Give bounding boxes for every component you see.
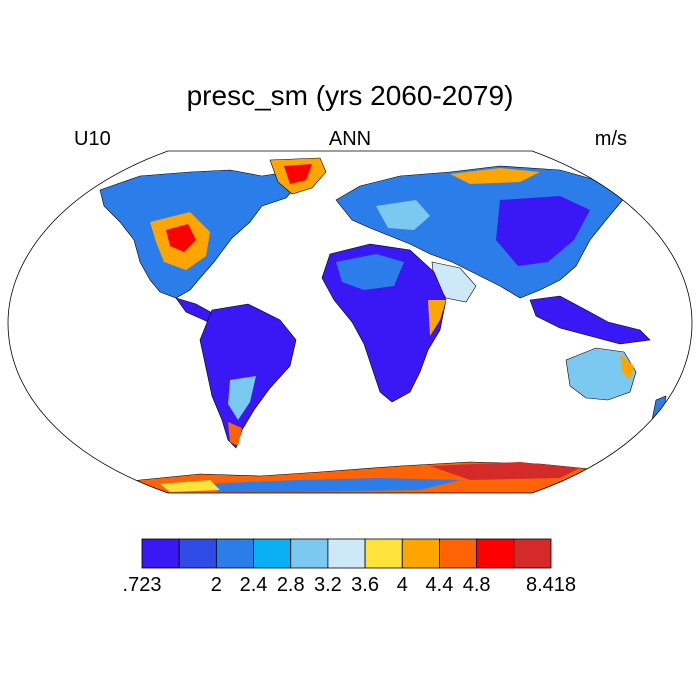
plot-title: presc_sm (yrs 2060-2079) — [186, 80, 514, 111]
australia-region — [565, 347, 637, 401]
colorbar-tick-label: 4 — [396, 574, 408, 596]
south-america-region — [199, 303, 297, 449]
southeast-asia-region — [529, 295, 651, 345]
africa-blue-region — [336, 254, 404, 290]
east-africa-warm-region — [428, 300, 446, 336]
units-label: m/s — [594, 128, 627, 150]
colorbar-swatch — [439, 538, 478, 569]
colorbar-swatch — [178, 538, 217, 569]
asia-dark-region — [496, 196, 590, 266]
south-america-tip-region — [228, 422, 242, 446]
colorbar-tick-label: 4.4 — [425, 574, 454, 596]
arctic-coast-warm-region — [450, 168, 540, 184]
colorbar-swatch — [290, 538, 329, 569]
colorbar-tick-label: 8.418 — [525, 574, 577, 596]
colorbar-tick-label: 3.6 — [351, 574, 379, 596]
season-label: ANN — [328, 128, 372, 150]
colorbar-swatch — [253, 538, 292, 569]
colorbar-swatch — [364, 538, 403, 569]
antarctica-interior-region — [200, 478, 460, 492]
north-america-hot-region — [166, 224, 196, 252]
colorbar-swatch — [141, 538, 180, 569]
antarctica-hot-region — [430, 462, 580, 480]
colorbar-swatch — [401, 538, 440, 569]
antarctica-yellow-region — [160, 480, 220, 492]
variable-label: U10 — [74, 128, 111, 150]
colorbar-swatch — [327, 538, 366, 569]
colorbar-tick-label: 2.4 — [239, 574, 268, 596]
colorbar-tick-label: 4.8 — [462, 574, 491, 596]
europe-light-region — [376, 200, 430, 230]
map-boundary — [7, 150, 693, 494]
greenland-hot-region — [284, 164, 312, 184]
colorbar-swatch — [476, 538, 515, 569]
colorbar-tick-label: 2 — [210, 574, 222, 596]
colorbar-tick-label: .723 — [122, 574, 162, 596]
south-america-light-region — [228, 376, 256, 420]
australia-coast-warm-region — [620, 354, 634, 380]
colorbar-tick-label: 2.8 — [276, 574, 305, 596]
colorbar-tick-label: 3.2 — [314, 574, 342, 596]
colorbar-swatch — [513, 538, 552, 569]
colorbar-swatch — [215, 538, 254, 569]
